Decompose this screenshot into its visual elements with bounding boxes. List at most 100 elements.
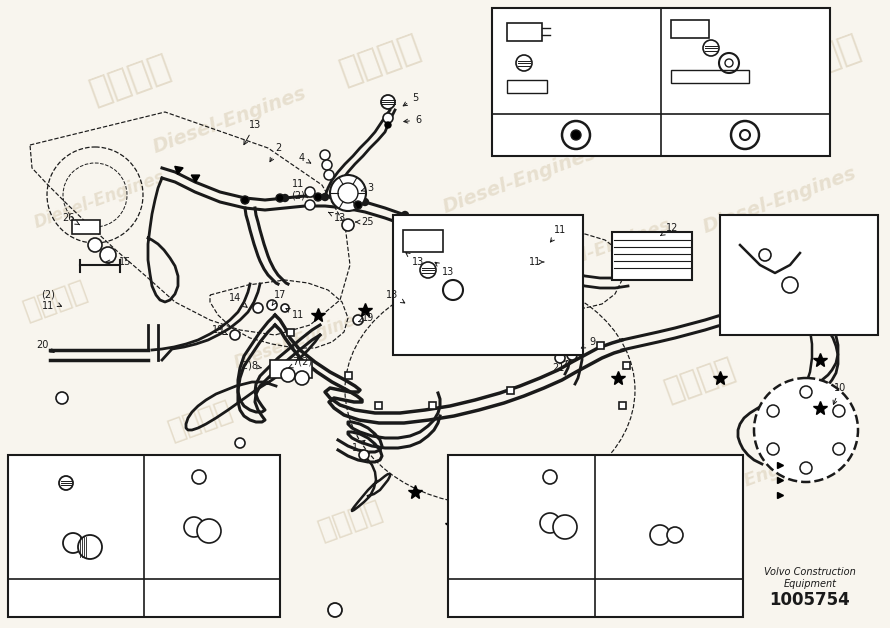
Circle shape bbox=[650, 525, 670, 545]
Text: 紧发动力: 紧发动力 bbox=[85, 50, 175, 111]
Circle shape bbox=[549, 342, 561, 354]
Text: 13(4): 13(4) bbox=[761, 36, 787, 46]
Bar bbox=[506, 386, 514, 394]
Text: 21: 21 bbox=[552, 360, 567, 373]
Circle shape bbox=[342, 219, 354, 231]
Circle shape bbox=[385, 122, 391, 128]
Text: 25: 25 bbox=[356, 217, 375, 227]
Text: 26: 26 bbox=[22, 488, 36, 498]
Circle shape bbox=[78, 535, 102, 559]
Text: Diesel-Engines: Diesel-Engines bbox=[82, 488, 218, 552]
Text: 紧发动力: 紧发动力 bbox=[660, 354, 740, 406]
Bar bbox=[287, 328, 294, 335]
Circle shape bbox=[322, 160, 332, 170]
Text: 紧发动力: 紧发动力 bbox=[584, 506, 656, 555]
Text: 13: 13 bbox=[244, 120, 261, 144]
Text: 14: 14 bbox=[229, 293, 247, 307]
Text: 19: 19 bbox=[212, 325, 227, 335]
Bar bbox=[393, 215, 583, 355]
Text: 10: 10 bbox=[833, 383, 846, 404]
Bar bbox=[619, 401, 626, 408]
Circle shape bbox=[420, 262, 436, 278]
Circle shape bbox=[361, 198, 368, 205]
Circle shape bbox=[800, 462, 812, 474]
Text: 11(4): 11(4) bbox=[761, 21, 787, 31]
Text: 13: 13 bbox=[406, 252, 425, 267]
Circle shape bbox=[88, 238, 102, 252]
Text: 16: 16 bbox=[494, 288, 507, 298]
Circle shape bbox=[59, 476, 73, 490]
Text: 24
(8): 24 (8) bbox=[460, 552, 474, 574]
Circle shape bbox=[540, 513, 560, 533]
Circle shape bbox=[555, 353, 565, 363]
Text: 11: 11 bbox=[529, 257, 544, 267]
Text: 13: 13 bbox=[328, 212, 346, 223]
Circle shape bbox=[197, 519, 221, 543]
Circle shape bbox=[536, 241, 544, 249]
Circle shape bbox=[833, 405, 845, 417]
Circle shape bbox=[353, 315, 363, 325]
Bar bbox=[492, 8, 830, 156]
Circle shape bbox=[305, 187, 315, 197]
Text: 19: 19 bbox=[359, 313, 374, 323]
Text: 9: 9 bbox=[581, 337, 595, 348]
Bar bbox=[515, 592, 527, 604]
Text: 7(2): 7(2) bbox=[289, 357, 312, 368]
Circle shape bbox=[305, 200, 315, 210]
Bar bbox=[627, 465, 634, 472]
Circle shape bbox=[314, 193, 322, 201]
Circle shape bbox=[731, 121, 759, 149]
Text: Diesel-Engines: Diesel-Engines bbox=[150, 84, 310, 157]
Text: 11: 11 bbox=[286, 308, 304, 320]
Circle shape bbox=[563, 343, 573, 353]
Text: 13
(7): 13 (7) bbox=[152, 512, 166, 534]
Circle shape bbox=[567, 350, 577, 360]
Circle shape bbox=[719, 53, 739, 73]
Circle shape bbox=[725, 59, 733, 67]
Bar bbox=[622, 362, 629, 369]
Bar bbox=[671, 20, 709, 38]
Circle shape bbox=[740, 130, 750, 140]
Circle shape bbox=[516, 55, 532, 71]
Text: 11: 11 bbox=[494, 238, 507, 248]
Circle shape bbox=[192, 470, 206, 484]
Circle shape bbox=[56, 392, 68, 404]
Bar bbox=[720, 215, 878, 335]
Text: 22: 22 bbox=[405, 335, 418, 345]
Circle shape bbox=[281, 368, 295, 382]
Bar bbox=[507, 23, 542, 41]
Circle shape bbox=[320, 150, 330, 160]
Circle shape bbox=[241, 197, 248, 203]
Text: Diesel-Engines: Diesel-Engines bbox=[676, 446, 823, 514]
Text: 11
(8): 11 (8) bbox=[460, 472, 474, 494]
Circle shape bbox=[230, 330, 240, 340]
Text: 15: 15 bbox=[565, 73, 578, 83]
Circle shape bbox=[401, 212, 409, 219]
Circle shape bbox=[324, 170, 334, 180]
Text: 5: 5 bbox=[403, 93, 418, 106]
Circle shape bbox=[703, 40, 719, 56]
Circle shape bbox=[553, 515, 577, 539]
Circle shape bbox=[354, 201, 362, 209]
Text: 18: 18 bbox=[833, 238, 846, 248]
Circle shape bbox=[759, 249, 771, 261]
Circle shape bbox=[276, 194, 284, 202]
Circle shape bbox=[767, 405, 779, 417]
Text: Diesel-Engines: Diesel-Engines bbox=[232, 308, 368, 372]
Circle shape bbox=[833, 443, 845, 455]
Circle shape bbox=[359, 450, 369, 460]
Bar bbox=[8, 455, 280, 617]
Circle shape bbox=[398, 214, 406, 222]
Text: 15: 15 bbox=[106, 257, 131, 267]
Circle shape bbox=[465, 475, 475, 485]
Circle shape bbox=[562, 121, 590, 149]
Text: 13: 13 bbox=[435, 263, 454, 277]
Circle shape bbox=[544, 254, 552, 262]
Bar bbox=[344, 372, 352, 379]
Circle shape bbox=[782, 277, 798, 293]
Bar bbox=[403, 230, 443, 252]
Circle shape bbox=[571, 130, 581, 140]
Text: 6: 6 bbox=[404, 115, 421, 125]
Text: 12: 12 bbox=[660, 223, 678, 236]
Circle shape bbox=[338, 183, 358, 203]
